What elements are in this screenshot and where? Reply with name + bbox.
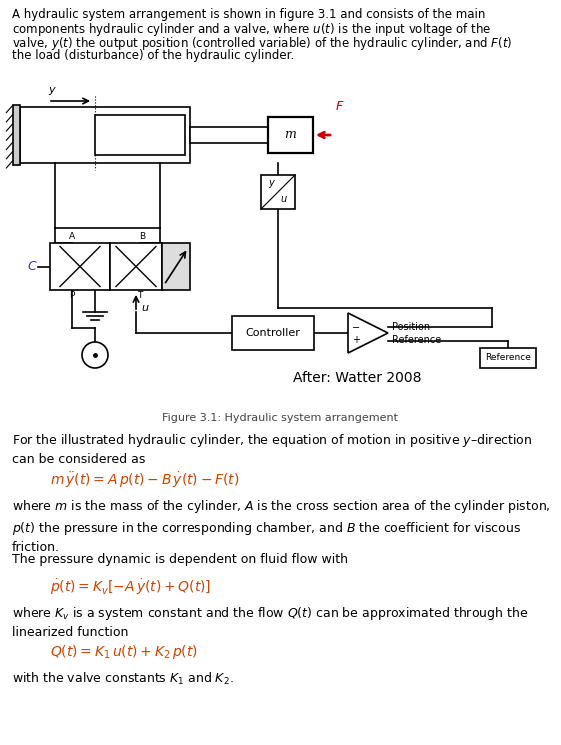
Text: $m\,\ddot{y}(t) = A\,p(t) - B\,\dot{y}(t) - F(t)$: $m\,\ddot{y}(t) = A\,p(t) - B\,\dot{y}(t… bbox=[50, 470, 240, 489]
Text: components hydraulic cylinder and a valve, where $u(t)$ is the input voltage of : components hydraulic cylinder and a valv… bbox=[12, 22, 491, 39]
Text: The pressure dynamic is dependent on fluid flow with: The pressure dynamic is dependent on flu… bbox=[12, 553, 348, 566]
Text: valve, $y(t)$ the output position (controlled variable) of the hydraulic cylinde: valve, $y(t)$ the output position (contr… bbox=[12, 35, 512, 52]
Bar bbox=[480, 348, 536, 368]
Text: T: T bbox=[137, 291, 142, 300]
Text: $C$: $C$ bbox=[27, 260, 38, 273]
Text: $y$: $y$ bbox=[268, 178, 276, 190]
Text: Reference: Reference bbox=[392, 335, 442, 345]
Text: $u$: $u$ bbox=[280, 194, 288, 204]
Text: with the valve constants $K_1$ and $K_2$.: with the valve constants $K_1$ and $K_2$… bbox=[12, 671, 234, 687]
Text: $y$: $y$ bbox=[48, 85, 57, 97]
Text: $F$: $F$ bbox=[335, 100, 344, 113]
Polygon shape bbox=[348, 313, 388, 353]
Text: Position: Position bbox=[392, 322, 430, 332]
Text: the load (disturbance) of the hydraulic cylinder.: the load (disturbance) of the hydraulic … bbox=[12, 48, 295, 62]
Bar bbox=[20, 107, 190, 163]
Text: +: + bbox=[352, 335, 360, 345]
Text: A: A bbox=[69, 232, 75, 241]
Bar bbox=[268, 117, 313, 153]
Text: $u$: $u$ bbox=[141, 303, 150, 313]
Bar bbox=[13, 105, 20, 165]
Text: where $K_v$ is a system constant and the flow $Q(t)$ can be approximated through: where $K_v$ is a system constant and the… bbox=[12, 605, 528, 639]
Text: m: m bbox=[284, 128, 296, 142]
Bar bbox=[50, 243, 110, 290]
Text: where $m$ is the mass of the cylinder, $A$ is the cross section area of the cyli: where $m$ is the mass of the cylinder, $… bbox=[12, 498, 551, 554]
Bar bbox=[95, 115, 185, 155]
Bar bbox=[110, 243, 162, 290]
Text: Reference: Reference bbox=[485, 353, 531, 363]
Bar bbox=[261, 175, 295, 209]
Text: $Q(t) = K_1\,u(t) + K_2\,p(t)$: $Q(t) = K_1\,u(t) + K_2\,p(t)$ bbox=[50, 643, 198, 661]
Text: Figure 3.1: Hydraulic system arrangement: Figure 3.1: Hydraulic system arrangement bbox=[163, 413, 398, 423]
Text: B: B bbox=[139, 232, 145, 241]
Text: P: P bbox=[70, 291, 75, 300]
Text: After: Watter 2008: After: Watter 2008 bbox=[293, 371, 421, 385]
Text: $\dot{p}(t) = K_v[-A\,\dot{y}(t) + Q(t)]$: $\dot{p}(t) = K_v[-A\,\dot{y}(t) + Q(t)]… bbox=[50, 577, 211, 597]
Text: For the illustrated hydraulic cylinder, the equation of motion in positive $y$–d: For the illustrated hydraulic cylinder, … bbox=[12, 432, 532, 466]
Bar bbox=[162, 243, 190, 290]
Circle shape bbox=[82, 342, 108, 368]
Bar bbox=[232, 316, 314, 350]
Text: −: − bbox=[352, 323, 360, 333]
Text: A hydraulic system arrangement is shown in figure 3.1 and consists of the main: A hydraulic system arrangement is shown … bbox=[12, 8, 485, 21]
Text: Controller: Controller bbox=[246, 328, 301, 338]
Bar bbox=[190, 127, 268, 143]
